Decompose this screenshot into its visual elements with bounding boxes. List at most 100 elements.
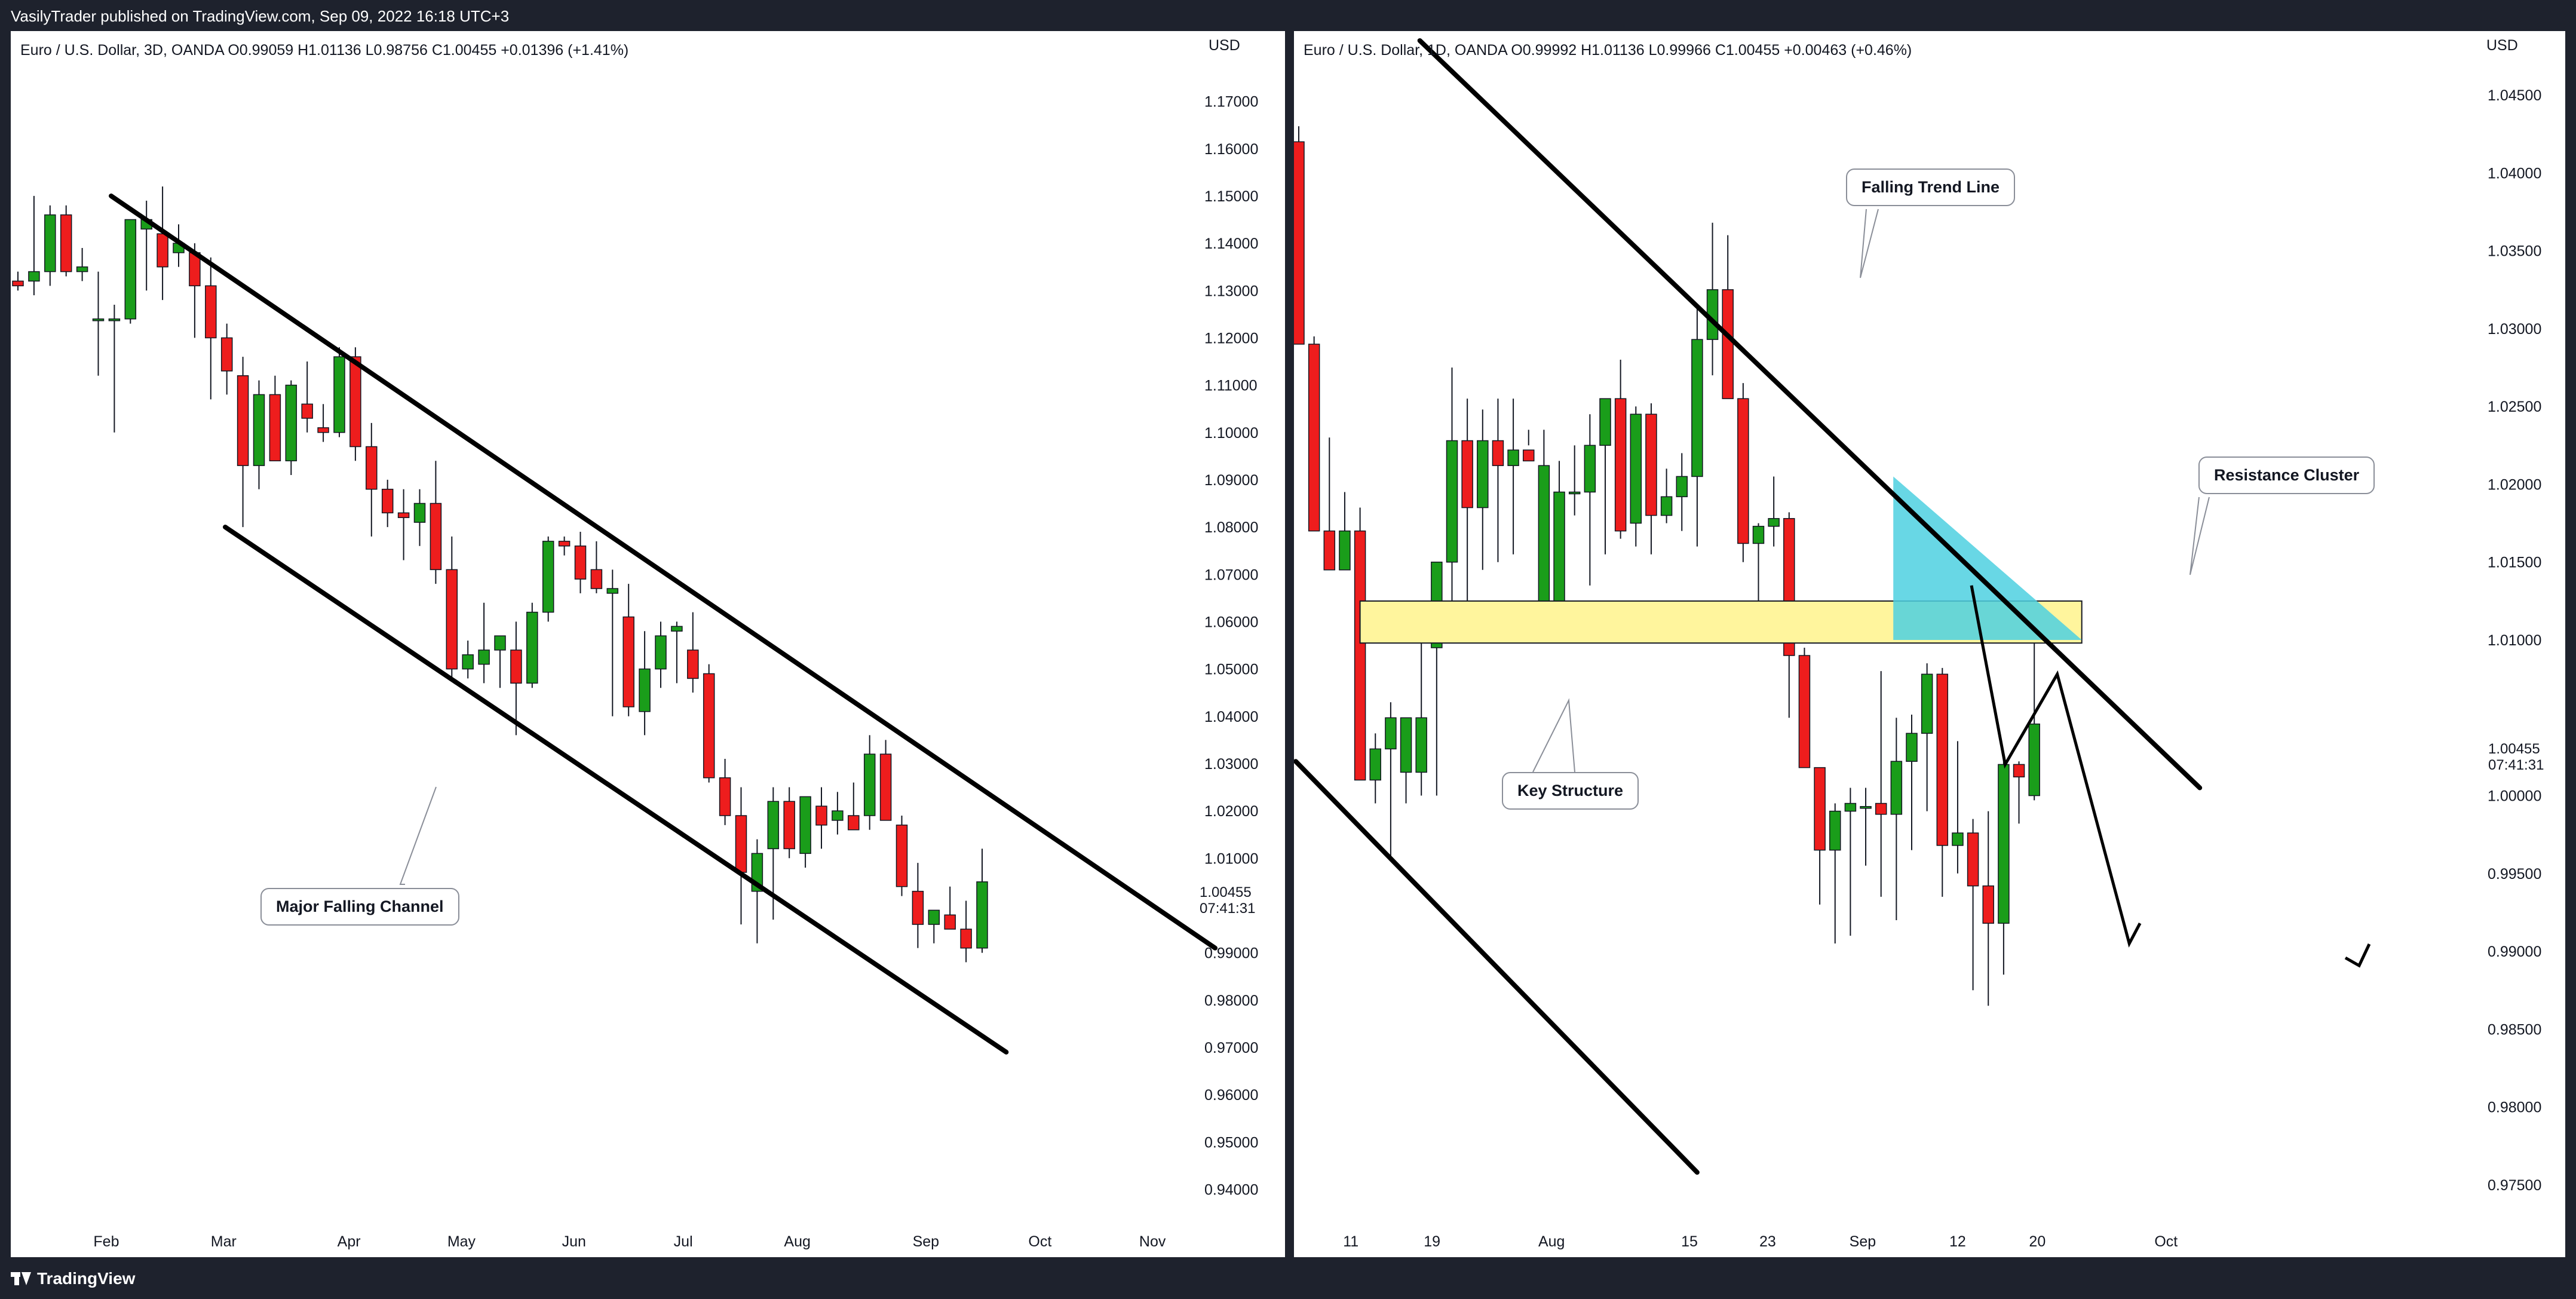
- candle-down: [157, 233, 168, 268]
- time-axis-label: 11: [1343, 1233, 1358, 1250]
- price-axis-tick: 0.95000: [1204, 1134, 1258, 1151]
- candle-down: [848, 815, 860, 831]
- price-axis-tick: 1.04000: [1204, 709, 1258, 725]
- candle-up: [462, 654, 474, 670]
- candle-down: [879, 753, 892, 821]
- candle-down: [381, 489, 394, 514]
- candle-up: [28, 271, 40, 282]
- price-axis-tick: 1.12000: [1204, 330, 1258, 347]
- candle-down: [397, 512, 410, 518]
- candle-up: [1921, 673, 1933, 734]
- price-axis-tick: 0.99500: [2488, 866, 2541, 883]
- candle-down: [366, 446, 378, 490]
- callout-pointer: [2189, 497, 2210, 575]
- candle-down: [2013, 764, 2025, 778]
- candle-up: [1339, 530, 1351, 571]
- price-axis-tick: 0.97000: [1204, 1040, 1258, 1056]
- candle-down: [896, 825, 908, 887]
- time-axis-label: Oct: [2154, 1233, 2178, 1250]
- price-axis-tick: 0.98000: [1204, 992, 1258, 1009]
- time-axis-label: May: [447, 1233, 476, 1250]
- callout-pointer: [1532, 698, 1575, 773]
- candle-up: [413, 503, 426, 523]
- candle-up: [671, 626, 683, 632]
- falling-channel-lower-line: [223, 525, 1009, 1055]
- price-axis-tick: 1.03500: [2488, 243, 2541, 260]
- time-axis-label: Feb: [93, 1233, 119, 1250]
- candle-down: [1814, 767, 1826, 851]
- candle-down: [590, 569, 603, 589]
- time-axis-label: 20: [2029, 1233, 2046, 1250]
- time-axis-label: Apr: [338, 1233, 361, 1250]
- candle-up: [1676, 476, 1688, 498]
- publish-info-text: VasilyTrader published on TradingView.co…: [11, 7, 510, 25]
- candle-up: [1768, 518, 1780, 527]
- publish-header: VasilyTrader published on TradingView.co…: [0, 0, 2576, 31]
- last-price-label-3d: 1.00455 07:41:31: [1200, 884, 1255, 917]
- time-axis-label: 12: [1949, 1233, 1966, 1250]
- candle-up: [1568, 491, 1581, 495]
- candle-up: [1906, 733, 1918, 762]
- projection-arrow-head: [2344, 943, 2371, 968]
- candle-up: [1599, 398, 1611, 446]
- candle-up: [928, 909, 940, 925]
- candle-down: [269, 394, 281, 462]
- candle-up: [124, 219, 137, 320]
- time-axis-label: Sep: [913, 1233, 939, 1250]
- candle-up: [1477, 440, 1489, 508]
- falling-channel-lower-line: [1294, 759, 1700, 1175]
- candle-down: [60, 214, 72, 272]
- symbol-legend-3d: Euro / U.S. Dollar, 3D, OANDA O0.99059 H…: [20, 42, 629, 59]
- candle-down: [1722, 289, 1734, 399]
- candle-down: [1967, 832, 1979, 887]
- candle-up: [1400, 717, 1412, 773]
- price-axis-tick: 1.15000: [1204, 188, 1258, 205]
- candle-up: [478, 650, 490, 665]
- candle-down: [703, 673, 715, 779]
- chart-canvas-1d[interactable]: 1.04500 1.04000 1.03500 1.03000 1.02500 1.020…: [1294, 31, 2565, 1257]
- candle-down: [1645, 413, 1657, 516]
- last-price-label-1d: 1.00455 07:41:31: [2488, 741, 2544, 773]
- price-axis-tick: 1.03000: [1204, 756, 1258, 773]
- candle-up: [655, 635, 667, 670]
- candle-down: [1461, 440, 1473, 508]
- candle-down: [687, 650, 699, 679]
- major-falling-channel-callout: Major Falling Channel: [260, 888, 459, 926]
- candle-down: [1523, 449, 1535, 462]
- brand-footer: TradingView: [0, 1257, 2576, 1299]
- candle-down: [558, 541, 571, 547]
- candle-down: [1982, 885, 1994, 924]
- candle-up: [92, 318, 105, 321]
- tradingview-logo: TradingView: [11, 1269, 135, 1288]
- candle-down: [12, 280, 24, 287]
- candle-down: [944, 914, 956, 930]
- candle-down: [510, 650, 522, 684]
- chart-canvas-3d[interactable]: 1.17000 1.16000 1.15000 1.14000 1.13000 1.120…: [11, 31, 1285, 1257]
- price-axis-tick: 0.96000: [1204, 1087, 1258, 1104]
- price-axis-tick: 1.02500: [2488, 399, 2541, 415]
- candle-up: [1385, 717, 1397, 750]
- candle-down: [430, 503, 442, 571]
- candle-up: [1952, 832, 1964, 846]
- candle-up: [1860, 806, 1872, 809]
- price-axis-tick: 1.04000: [2488, 165, 2541, 182]
- candle-up: [606, 588, 619, 594]
- candle-up: [1369, 748, 1381, 781]
- candle-up: [333, 356, 345, 433]
- candle-down: [783, 801, 795, 850]
- time-axis-label: Mar: [211, 1233, 237, 1250]
- chart-panel-3d[interactable]: 1.17000 1.16000 1.15000 1.14000 1.13000 1.120…: [11, 31, 1285, 1257]
- time-axis-label: 23: [1759, 1233, 1776, 1250]
- candle-down: [1737, 398, 1749, 544]
- price-axis-tick: 1.02000: [2488, 476, 2541, 493]
- candle-up: [976, 881, 988, 949]
- projection-arrow-path: [1970, 585, 2142, 948]
- candle-up: [1584, 445, 1596, 493]
- price-axis-tick: 1.07000: [1204, 566, 1258, 583]
- price-axis-tick: 0.98500: [2488, 1021, 2541, 1038]
- time-axis-label: Nov: [1139, 1233, 1166, 1250]
- candle-up: [253, 394, 265, 466]
- candle-up: [1553, 491, 1565, 609]
- candle-up: [1691, 339, 1703, 477]
- chart-panel-1d[interactable]: 1.04500 1.04000 1.03500 1.03000 1.02500 1.020…: [1294, 31, 2565, 1257]
